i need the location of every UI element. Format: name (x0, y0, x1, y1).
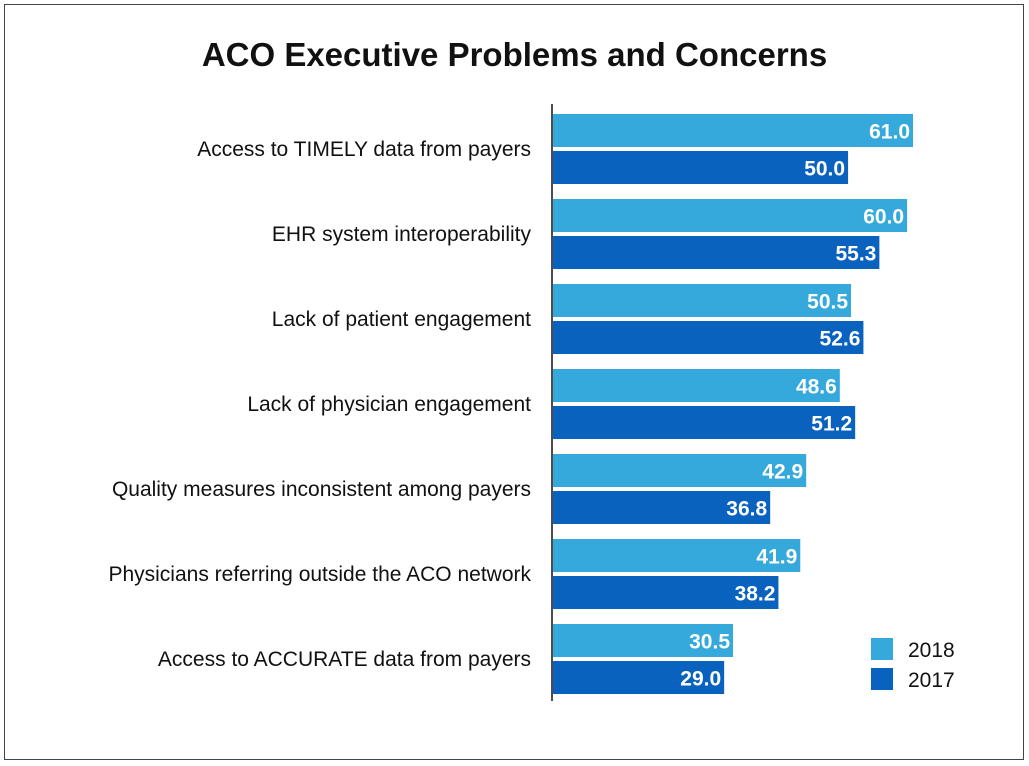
chart-title: ACO Executive Problems and Concerns (201, 36, 828, 73)
legend: 2018 2017 (871, 638, 955, 692)
value-label-2017-access-to-accurate-data-from-payers: 29.0 (680, 668, 721, 691)
bar-2018-access-to-timely-data-from-payers (553, 114, 913, 147)
bar-2018-quality-measures-inconsistent-among-payers (553, 454, 807, 487)
category-label-lack-of-physician-engagement: Lack of physician engagement (247, 393, 531, 416)
value-label-2017-lack-of-physician-engagement: 51.2 (811, 413, 852, 436)
value-label-2018-physicians-referring-outside-the-aco-network: 41.9 (756, 546, 797, 569)
bar-2017-lack-of-patient-engagement (553, 321, 864, 354)
category-label-access-to-accurate-data-from-payers: Access to ACCURATE data from payers (158, 648, 531, 671)
value-label-2018-access-to-accurate-data-from-payers: 30.5 (689, 631, 730, 654)
value-label-2018-quality-measures-inconsistent-among-payers: 42.9 (762, 461, 803, 484)
bar-2018-access-to-accurate-data-from-payers (553, 624, 733, 657)
bar-2018-physicians-referring-outside-the-aco-network (553, 539, 801, 572)
category-label-ehr-system-interoperability: EHR system interoperability (272, 223, 532, 246)
category-label-quality-measures-inconsistent-among-payers: Quality measures inconsistent among paye… (112, 478, 531, 501)
bar-2018-lack-of-physician-engagement (553, 369, 840, 402)
legend-swatch-2018 (871, 638, 893, 660)
bar-2017-quality-measures-inconsistent-among-payers (553, 491, 771, 524)
bar-2017-lack-of-physician-engagement (553, 406, 856, 439)
value-label-2018-lack-of-physician-engagement: 48.6 (796, 376, 837, 399)
value-label-2017-lack-of-patient-engagement: 52.6 (820, 328, 861, 351)
value-label-2018-access-to-timely-data-from-payers: 61.0 (869, 121, 910, 144)
value-label-2018-lack-of-patient-engagement: 50.5 (807, 291, 848, 314)
value-label-2017-quality-measures-inconsistent-among-payers: 36.8 (726, 498, 767, 521)
legend-label-2018: 2018 (908, 639, 955, 662)
category-label-lack-of-patient-engagement: Lack of patient engagement (272, 308, 531, 331)
bar-2017-physicians-referring-outside-the-aco-network (553, 576, 779, 609)
chart-frame (4, 4, 1024, 760)
legend-label-2017: 2017 (908, 669, 955, 692)
bar-2018-lack-of-patient-engagement (553, 284, 852, 317)
value-label-2017-access-to-timely-data-from-payers: 50.0 (804, 158, 845, 181)
category-label-access-to-timely-data-from-payers: Access to TIMELY data from payers (197, 138, 531, 161)
category-label-physicians-referring-outside-the-aco-network: Physicians referring outside the ACO net… (108, 563, 531, 586)
bar-2017-access-to-timely-data-from-payers (553, 151, 849, 184)
legend-swatch-2017 (871, 668, 893, 690)
value-label-2018-ehr-system-interoperability: 60.0 (863, 206, 904, 229)
bar-2017-access-to-accurate-data-from-payers (553, 661, 725, 694)
bars-group: Access to TIMELY data from payers 61.0 50.… (108, 114, 913, 694)
value-label-2017-ehr-system-interoperability: 55.3 (835, 243, 876, 266)
bar-2017-ehr-system-interoperability (553, 236, 880, 269)
bar-2018-ehr-system-interoperability (553, 199, 908, 232)
value-label-2017-physicians-referring-outside-the-aco-network: 38.2 (735, 583, 776, 606)
